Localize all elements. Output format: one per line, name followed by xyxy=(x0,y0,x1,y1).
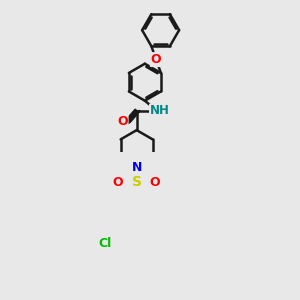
Text: O: O xyxy=(150,176,160,189)
Text: S: S xyxy=(132,175,142,189)
Text: O: O xyxy=(117,116,128,128)
Text: N: N xyxy=(131,160,142,174)
Text: NH: NH xyxy=(150,104,170,118)
Text: Cl: Cl xyxy=(99,237,112,250)
Text: O: O xyxy=(151,53,161,66)
Text: O: O xyxy=(113,176,124,189)
